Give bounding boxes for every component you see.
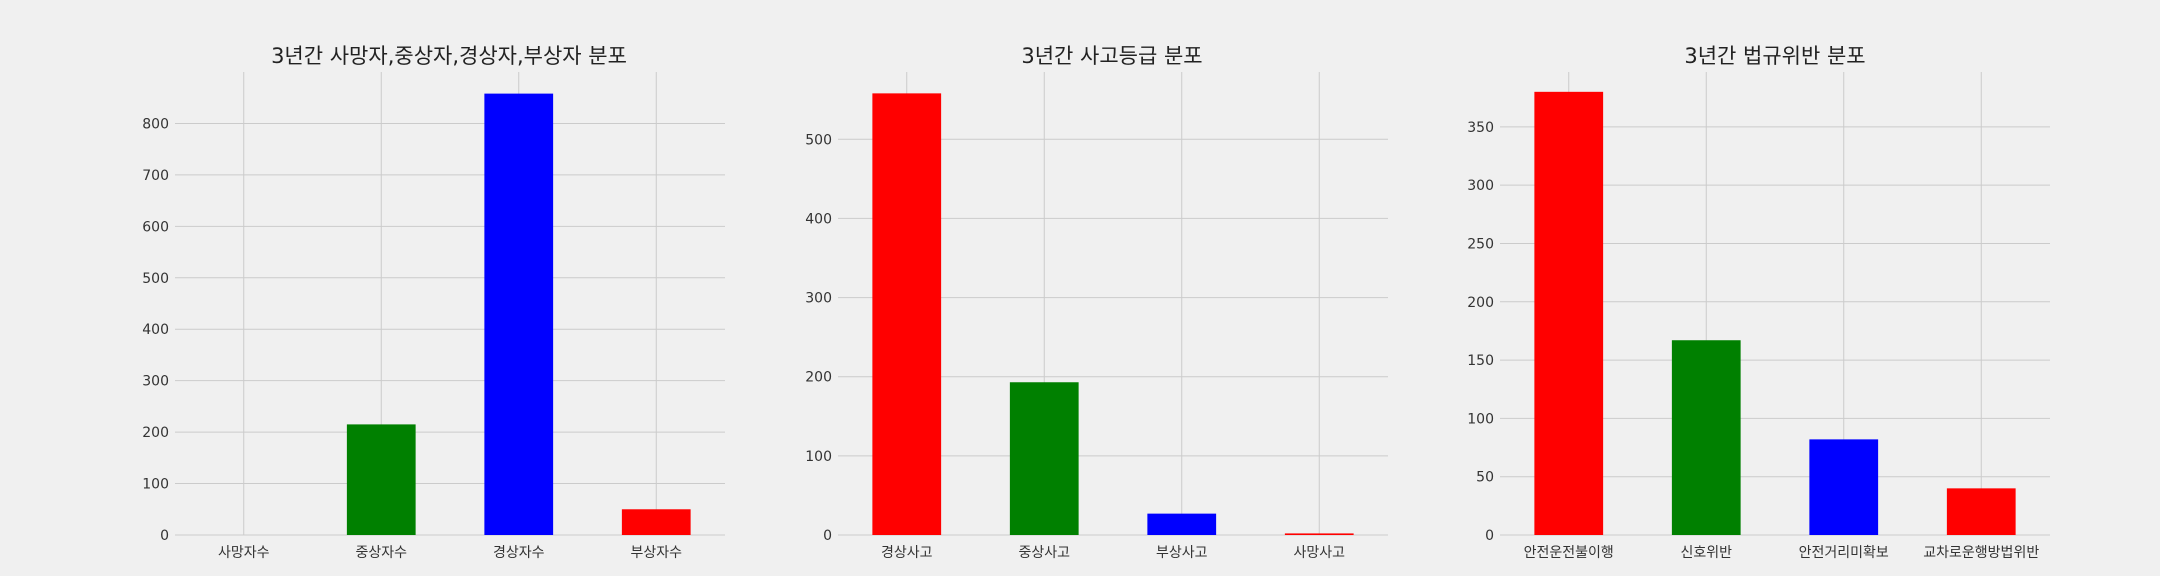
- bar-4: [1947, 488, 2016, 535]
- y-tick-label: 0: [160, 528, 169, 544]
- chart-title: 3년간 법규위반 분포: [1684, 44, 1865, 68]
- y-tick-label: 800: [142, 116, 169, 132]
- y-tick-label: 300: [805, 291, 832, 307]
- x-tick-label: 안전운전불이행: [1524, 545, 1614, 561]
- bar-1: [872, 93, 941, 535]
- y-tick-label: 200: [1467, 295, 1494, 311]
- x-tick-label: 사망사고: [1293, 545, 1345, 561]
- chart-title: 3년간 사망자,중상자,경상자,부상자 분포: [271, 44, 627, 68]
- chart-accident-grade-distribution: 3년간 사고등급 분포 0 100 200 300 400 500 경상사고 중상사고 부상사고…: [805, 44, 1388, 561]
- x-tick-label: 부상자수: [630, 545, 682, 561]
- y-tick-label: 400: [142, 322, 169, 338]
- y-tick-label: 400: [805, 211, 832, 227]
- x-tick-label: 중상자수: [355, 545, 407, 561]
- grid-lines: [175, 72, 725, 535]
- bar-1: [1534, 92, 1603, 535]
- bar-3: [1809, 439, 1878, 535]
- y-tick-label: 200: [805, 370, 832, 386]
- x-tick-label: 중상사고: [1018, 545, 1070, 561]
- x-tick-label: 교차로운행방법위반: [1923, 545, 2039, 561]
- y-tick-label: 250: [1467, 236, 1494, 252]
- y-tick-label: 100: [1467, 411, 1494, 427]
- y-tick-label: 700: [142, 168, 169, 184]
- bar-2: [1672, 340, 1741, 535]
- bar-3: [484, 94, 553, 535]
- x-tick-label: 사망자수: [218, 545, 270, 561]
- bar-3: [1147, 514, 1216, 535]
- x-tick-label: 경상사고: [881, 545, 933, 561]
- bar-2: [347, 424, 416, 535]
- y-tick-label: 600: [142, 219, 169, 235]
- x-tick-label: 경상자수: [493, 545, 545, 561]
- y-tick-label: 50: [1476, 470, 1494, 486]
- y-tick-label: 350: [1467, 120, 1494, 136]
- y-tick-label: 200: [142, 425, 169, 441]
- y-tick-label: 300: [1467, 178, 1494, 194]
- chart-violation-distribution: 3년간 법규위반 분포 0 50 100 150 200 250 300 350 안전운전불이행…: [1467, 44, 2050, 561]
- bar-4: [622, 509, 691, 535]
- y-tick-label: 150: [1467, 353, 1494, 369]
- y-tick-label: 500: [805, 132, 832, 148]
- y-tick-label: 500: [142, 271, 169, 287]
- chart-casualty-distribution: 3년간 사망자,중상자,경상자,부상자 분포 0 100 200 300 400 500 6…: [142, 44, 725, 561]
- x-tick-label: 안전거리미확보: [1799, 545, 1889, 561]
- y-tick-label: 100: [805, 449, 832, 465]
- x-tick-label: 신호위반: [1680, 545, 1732, 561]
- y-tick-label: 0: [1485, 528, 1494, 544]
- chart-title: 3년간 사고등급 분포: [1021, 44, 1202, 68]
- x-tick-label: 부상사고: [1156, 545, 1208, 561]
- bar-2: [1010, 382, 1079, 535]
- y-tick-label: 0: [823, 528, 832, 544]
- y-tick-label: 300: [142, 374, 169, 390]
- y-tick-label: 100: [142, 477, 169, 493]
- bar-4: [1285, 533, 1354, 535]
